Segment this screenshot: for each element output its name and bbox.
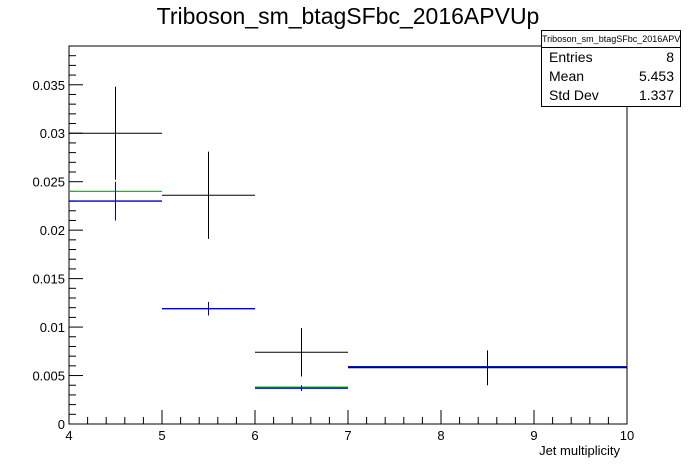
stats-value-entries: 8 <box>666 49 674 65</box>
stats-label-mean: Mean <box>549 68 585 84</box>
y-tick-label: 0.005 <box>32 369 65 384</box>
series-layer <box>69 86 627 392</box>
y-tick-label: 0 <box>58 417 65 432</box>
stats-row-mean: Mean 5.453 <box>542 67 680 86</box>
x-tick-label: 5 <box>158 428 165 443</box>
stats-label-stddev: Std Dev <box>549 87 599 103</box>
chart-title: Triboson_sm_btagSFbc_2016APVUp <box>157 3 540 29</box>
histogram-series-1 <box>69 190 627 388</box>
stats-value-mean: 5.453 <box>638 68 674 84</box>
y-tick-label: 0.035 <box>32 78 65 93</box>
histogram-series-0 <box>69 86 627 386</box>
x-tick-label: 10 <box>620 428 634 443</box>
y-tick-label: 0.015 <box>32 272 65 287</box>
stats-label-entries: Entries <box>549 49 593 65</box>
x-tick-label: 6 <box>251 428 258 443</box>
y-tick-label: 0.03 <box>40 126 65 141</box>
x-axis-label: Jet multiplicity <box>539 443 620 458</box>
y-axis: 0 0.005 0.01 0.015 0.02 0.025 0.03 0.035 <box>32 45 83 432</box>
stats-value-stddev: 1.337 <box>638 87 674 103</box>
y-tick-label: 0.02 <box>40 223 65 238</box>
stats-row-entries: Entries 8 <box>542 48 680 67</box>
histogram-series-2 <box>162 308 348 389</box>
y-tick-label: 0.01 <box>40 320 65 335</box>
x-tick-label: 7 <box>344 428 351 443</box>
histogram-series-3 <box>69 181 627 392</box>
stats-box: Triboson_sm_btagSFbc_2016APVUp Entries 8… <box>541 30 681 107</box>
y-tick-label: 0.025 <box>32 175 65 190</box>
x-axis: 4 5 6 7 8 9 10 <box>65 410 634 443</box>
stats-row-stddev: Std Dev 1.337 <box>542 86 680 105</box>
x-tick-label: 8 <box>437 428 444 443</box>
stats-title: Triboson_sm_btagSFbc_2016APVUp <box>542 31 680 48</box>
x-tick-label: 4 <box>65 428 72 443</box>
x-tick-label: 9 <box>530 428 537 443</box>
